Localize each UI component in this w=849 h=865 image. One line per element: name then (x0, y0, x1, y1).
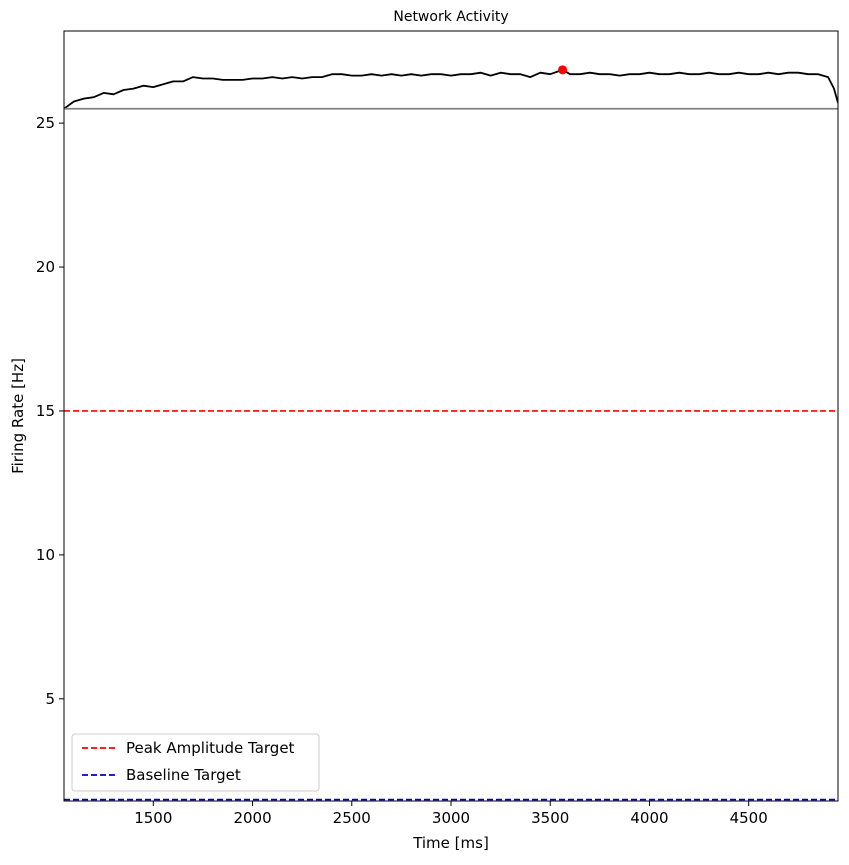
axes-frame (63, 30, 839, 802)
x-tick-label: 3000 (432, 809, 470, 827)
plot-area (64, 65, 838, 801)
y-tick-label: 5 (45, 690, 55, 708)
x-tick-label: 3500 (531, 809, 569, 827)
chart-title: Network Activity (393, 9, 508, 25)
y-axis-label: Firing Rate [Hz] (9, 358, 27, 474)
firing-rate-line (64, 69, 838, 110)
legend-label-peak: Peak Amplitude Target (126, 739, 295, 757)
legend: Peak Amplitude Target Baseline Target (71, 733, 320, 792)
y-tick-label: 20 (36, 258, 55, 276)
y-tick-label: 25 (36, 114, 55, 132)
x-tick-label: 4000 (630, 809, 668, 827)
x-tick-label: 4500 (730, 809, 768, 827)
y-tick-label: 15 (36, 402, 55, 420)
x-tick-label: 1500 (134, 809, 172, 827)
y-tick-label: 10 (36, 546, 55, 564)
legend-label-baseline: Baseline Target (126, 766, 241, 784)
x-tick-label: 2000 (233, 809, 271, 827)
x-axis: 1500 2000 2500 3000 3500 4000 4500 (134, 801, 768, 827)
peak-marker (558, 65, 568, 75)
x-tick-label: 2500 (333, 809, 371, 827)
legend-box (71, 733, 320, 792)
x-axis-label: Time [ms] (412, 834, 489, 852)
y-axis: 5 10 15 20 25 (36, 114, 64, 708)
